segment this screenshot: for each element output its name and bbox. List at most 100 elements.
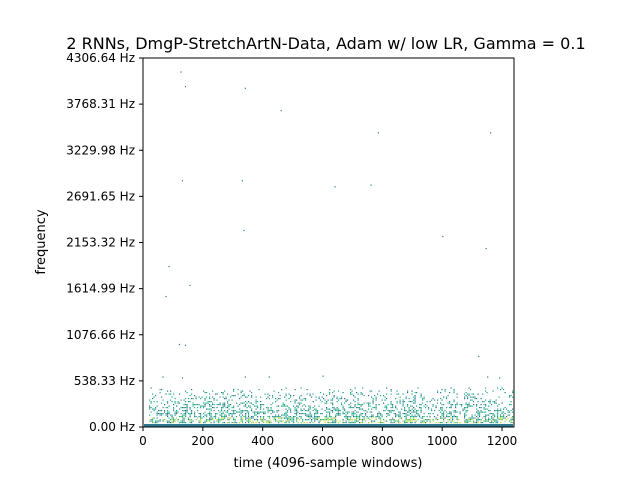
band-cell (182, 410, 184, 412)
band-cell (467, 398, 469, 400)
band-cell (450, 417, 452, 419)
band-cell (380, 395, 382, 397)
band-cell (275, 416, 277, 418)
band-cell (179, 402, 181, 404)
band-cell (324, 410, 326, 412)
band-cell (345, 417, 347, 419)
band-cell (480, 398, 482, 400)
band-cell (167, 420, 169, 422)
band-cell (155, 407, 157, 409)
band-cell (392, 419, 394, 421)
band-cell (420, 420, 422, 422)
sparse-spectral-points (162, 71, 501, 379)
band-cell (452, 404, 454, 406)
band-cell (351, 390, 353, 392)
band-cell (215, 413, 217, 415)
band-cell (318, 417, 320, 419)
band-cell (194, 411, 196, 413)
band-cell (474, 417, 476, 419)
band-cell (473, 422, 475, 424)
band-cell (191, 413, 193, 415)
band-cell (255, 402, 257, 404)
band-cell (257, 405, 259, 407)
band-cell (177, 411, 179, 413)
band-cell (356, 419, 358, 421)
band-cell (360, 413, 362, 415)
band-cell (231, 399, 233, 401)
band-cell (239, 414, 241, 416)
band-cell (330, 416, 332, 418)
band-cell (294, 408, 296, 410)
band-cell (476, 420, 478, 422)
band-cell (153, 396, 155, 398)
band-cell (359, 404, 361, 406)
band-cell (473, 393, 475, 395)
band-cell (242, 411, 244, 413)
band-cell (374, 420, 376, 422)
band-cell (189, 416, 191, 418)
band-cell (477, 419, 479, 421)
band-cell (458, 419, 460, 421)
band-cell (203, 416, 205, 418)
band-cell (269, 417, 271, 419)
band-cell (252, 422, 254, 424)
y-tick-label: 538.33 Hz (74, 374, 135, 388)
band-cell (443, 417, 445, 419)
band-cell (270, 422, 272, 424)
band-cell (497, 387, 499, 389)
band-cell (318, 405, 320, 407)
band-cell (167, 422, 169, 424)
band-cell (504, 417, 506, 419)
band-cell (242, 395, 244, 397)
band-cell (272, 416, 274, 418)
spectral-point (487, 376, 489, 378)
band-cell (357, 404, 359, 406)
band-cell (192, 402, 194, 404)
band-cell (345, 399, 347, 401)
band-cell (191, 411, 193, 413)
band-cell (393, 419, 395, 421)
band-cell (347, 416, 349, 418)
band-cell (170, 399, 172, 401)
band-cell (171, 396, 173, 398)
band-cell (195, 398, 197, 400)
band-cell (330, 399, 332, 401)
band-cell (210, 414, 212, 416)
band-cell (242, 390, 244, 392)
band-cell (308, 408, 310, 410)
band-cell (327, 408, 329, 410)
band-cell (497, 411, 499, 413)
band-cell (453, 389, 455, 391)
band-cell (453, 399, 455, 401)
band-cell (311, 396, 313, 398)
band-cell (170, 422, 172, 424)
band-cell (213, 398, 215, 400)
band-cell (248, 411, 250, 413)
band-cell (378, 390, 380, 392)
band-cell (297, 405, 299, 407)
band-cell (441, 414, 443, 416)
band-cell (251, 410, 253, 412)
band-cell (191, 422, 193, 424)
band-cell (240, 392, 242, 394)
band-cell (329, 414, 331, 416)
band-cell (399, 402, 401, 404)
band-cell (341, 398, 343, 400)
band-cell (480, 411, 482, 413)
band-cell (489, 401, 491, 403)
band-cell (330, 410, 332, 412)
band-cell (443, 411, 445, 413)
band-cell (185, 414, 187, 416)
band-cell (221, 410, 223, 412)
band-cell (396, 414, 398, 416)
band-cell (273, 417, 275, 419)
band-cell (338, 422, 340, 424)
band-cell (296, 413, 298, 415)
band-cell (392, 405, 394, 407)
band-cell (491, 413, 493, 415)
band-cell (195, 419, 197, 421)
band-cell (416, 410, 418, 412)
band-cell (309, 422, 311, 424)
band-cell (456, 396, 458, 398)
band-cell (251, 396, 253, 398)
